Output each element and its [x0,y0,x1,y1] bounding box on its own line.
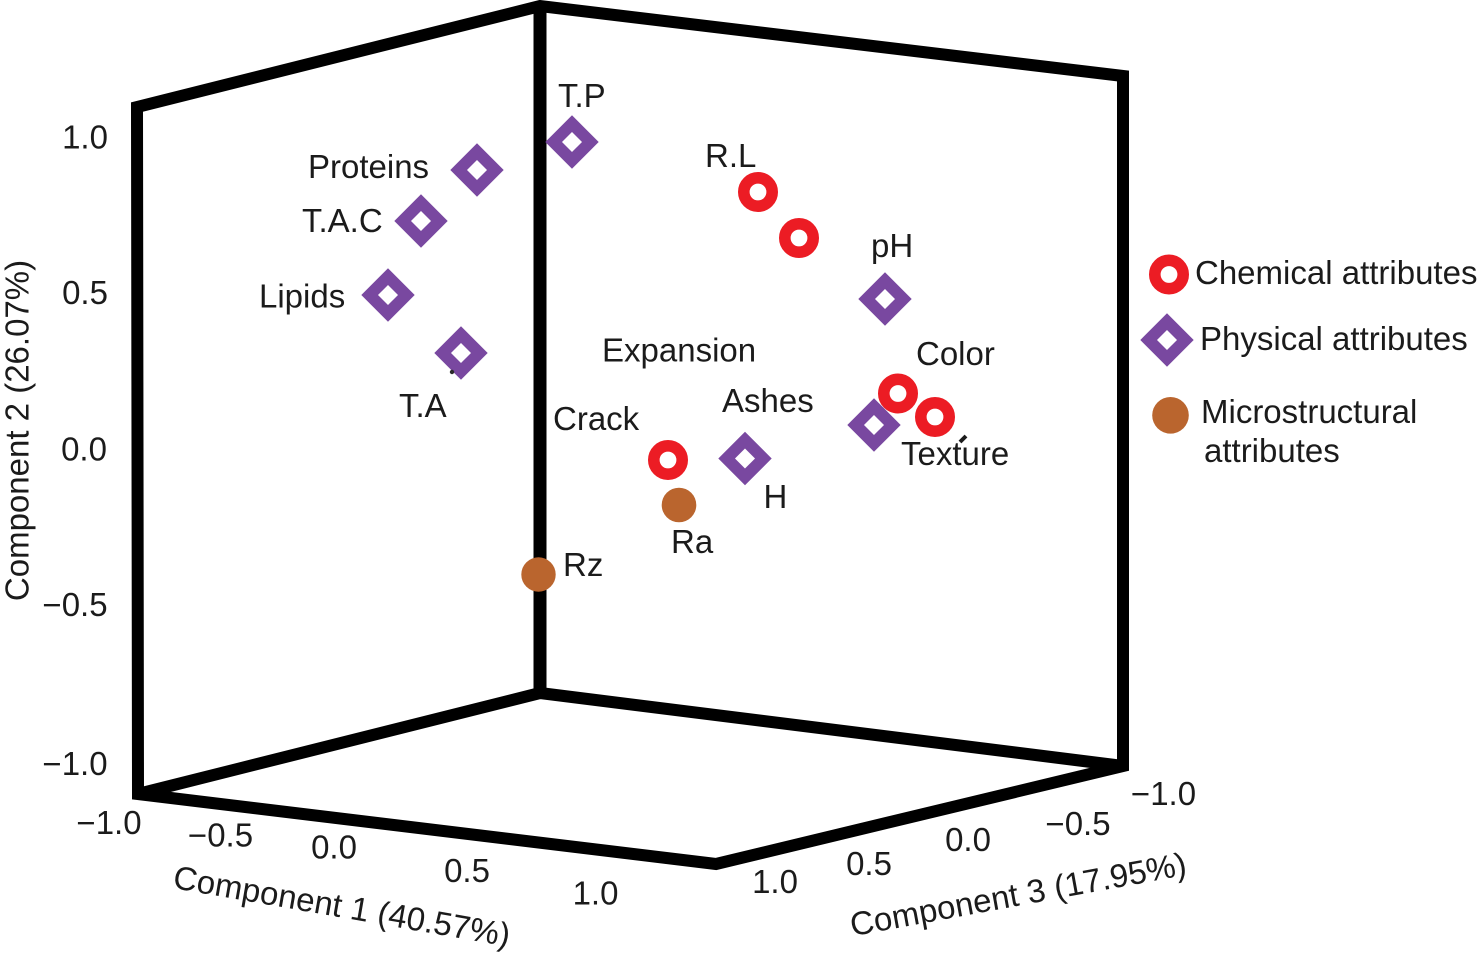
svg-text:Chemical attributes: Chemical attributes [1195,254,1477,291]
svg-text:−0.5: −0.5 [1045,805,1110,842]
svg-text:Physical attributes: Physical attributes [1200,320,1468,357]
svg-text:H: H [764,478,788,515]
svg-text:Proteins: Proteins [308,148,429,185]
svg-text:Ra: Ra [671,523,714,560]
svg-text:Rz: Rz [563,546,603,583]
svg-text:T.A.C: T.A.C [302,202,383,239]
svg-text:1.0: 1.0 [573,875,619,912]
svg-text:Ashes: Ashes [722,382,814,419]
svg-text:T.A: T.A [399,387,447,424]
svg-text:0.0: 0.0 [61,431,107,468]
svg-text:−0.5: −0.5 [42,586,107,623]
svg-text:Crack: Crack [553,400,640,437]
svg-text:−0.5: −0.5 [188,817,253,854]
svg-text:Expansion: Expansion [602,332,756,369]
svg-text:Lipids: Lipids [259,278,345,315]
svg-text:Component 2 (26.07%): Component 2 (26.07%) [0,260,35,601]
svg-text:−1.0: −1.0 [42,745,107,782]
svg-text:0.5: 0.5 [62,274,108,311]
svg-text:Color: Color [916,335,995,372]
svg-text:−1.0: −1.0 [1131,775,1196,812]
svg-text:0.0: 0.0 [311,829,357,866]
svg-text:1.0: 1.0 [752,863,798,900]
svg-text:0.0: 0.0 [945,821,991,858]
svg-text:Microstructural: Microstructural [1201,393,1417,430]
svg-text:1.0: 1.0 [62,119,108,156]
svg-text:T.P: T.P [558,77,606,114]
svg-text:0.5: 0.5 [846,845,892,882]
svg-text:−1.0: −1.0 [76,804,141,841]
svg-text:attributes: attributes [1204,432,1340,469]
svg-text:R.L: R.L [705,137,756,174]
svg-text:Texture: Texture [901,435,1009,472]
svg-text:pH: pH [871,227,913,264]
svg-text:0.5: 0.5 [444,852,490,889]
